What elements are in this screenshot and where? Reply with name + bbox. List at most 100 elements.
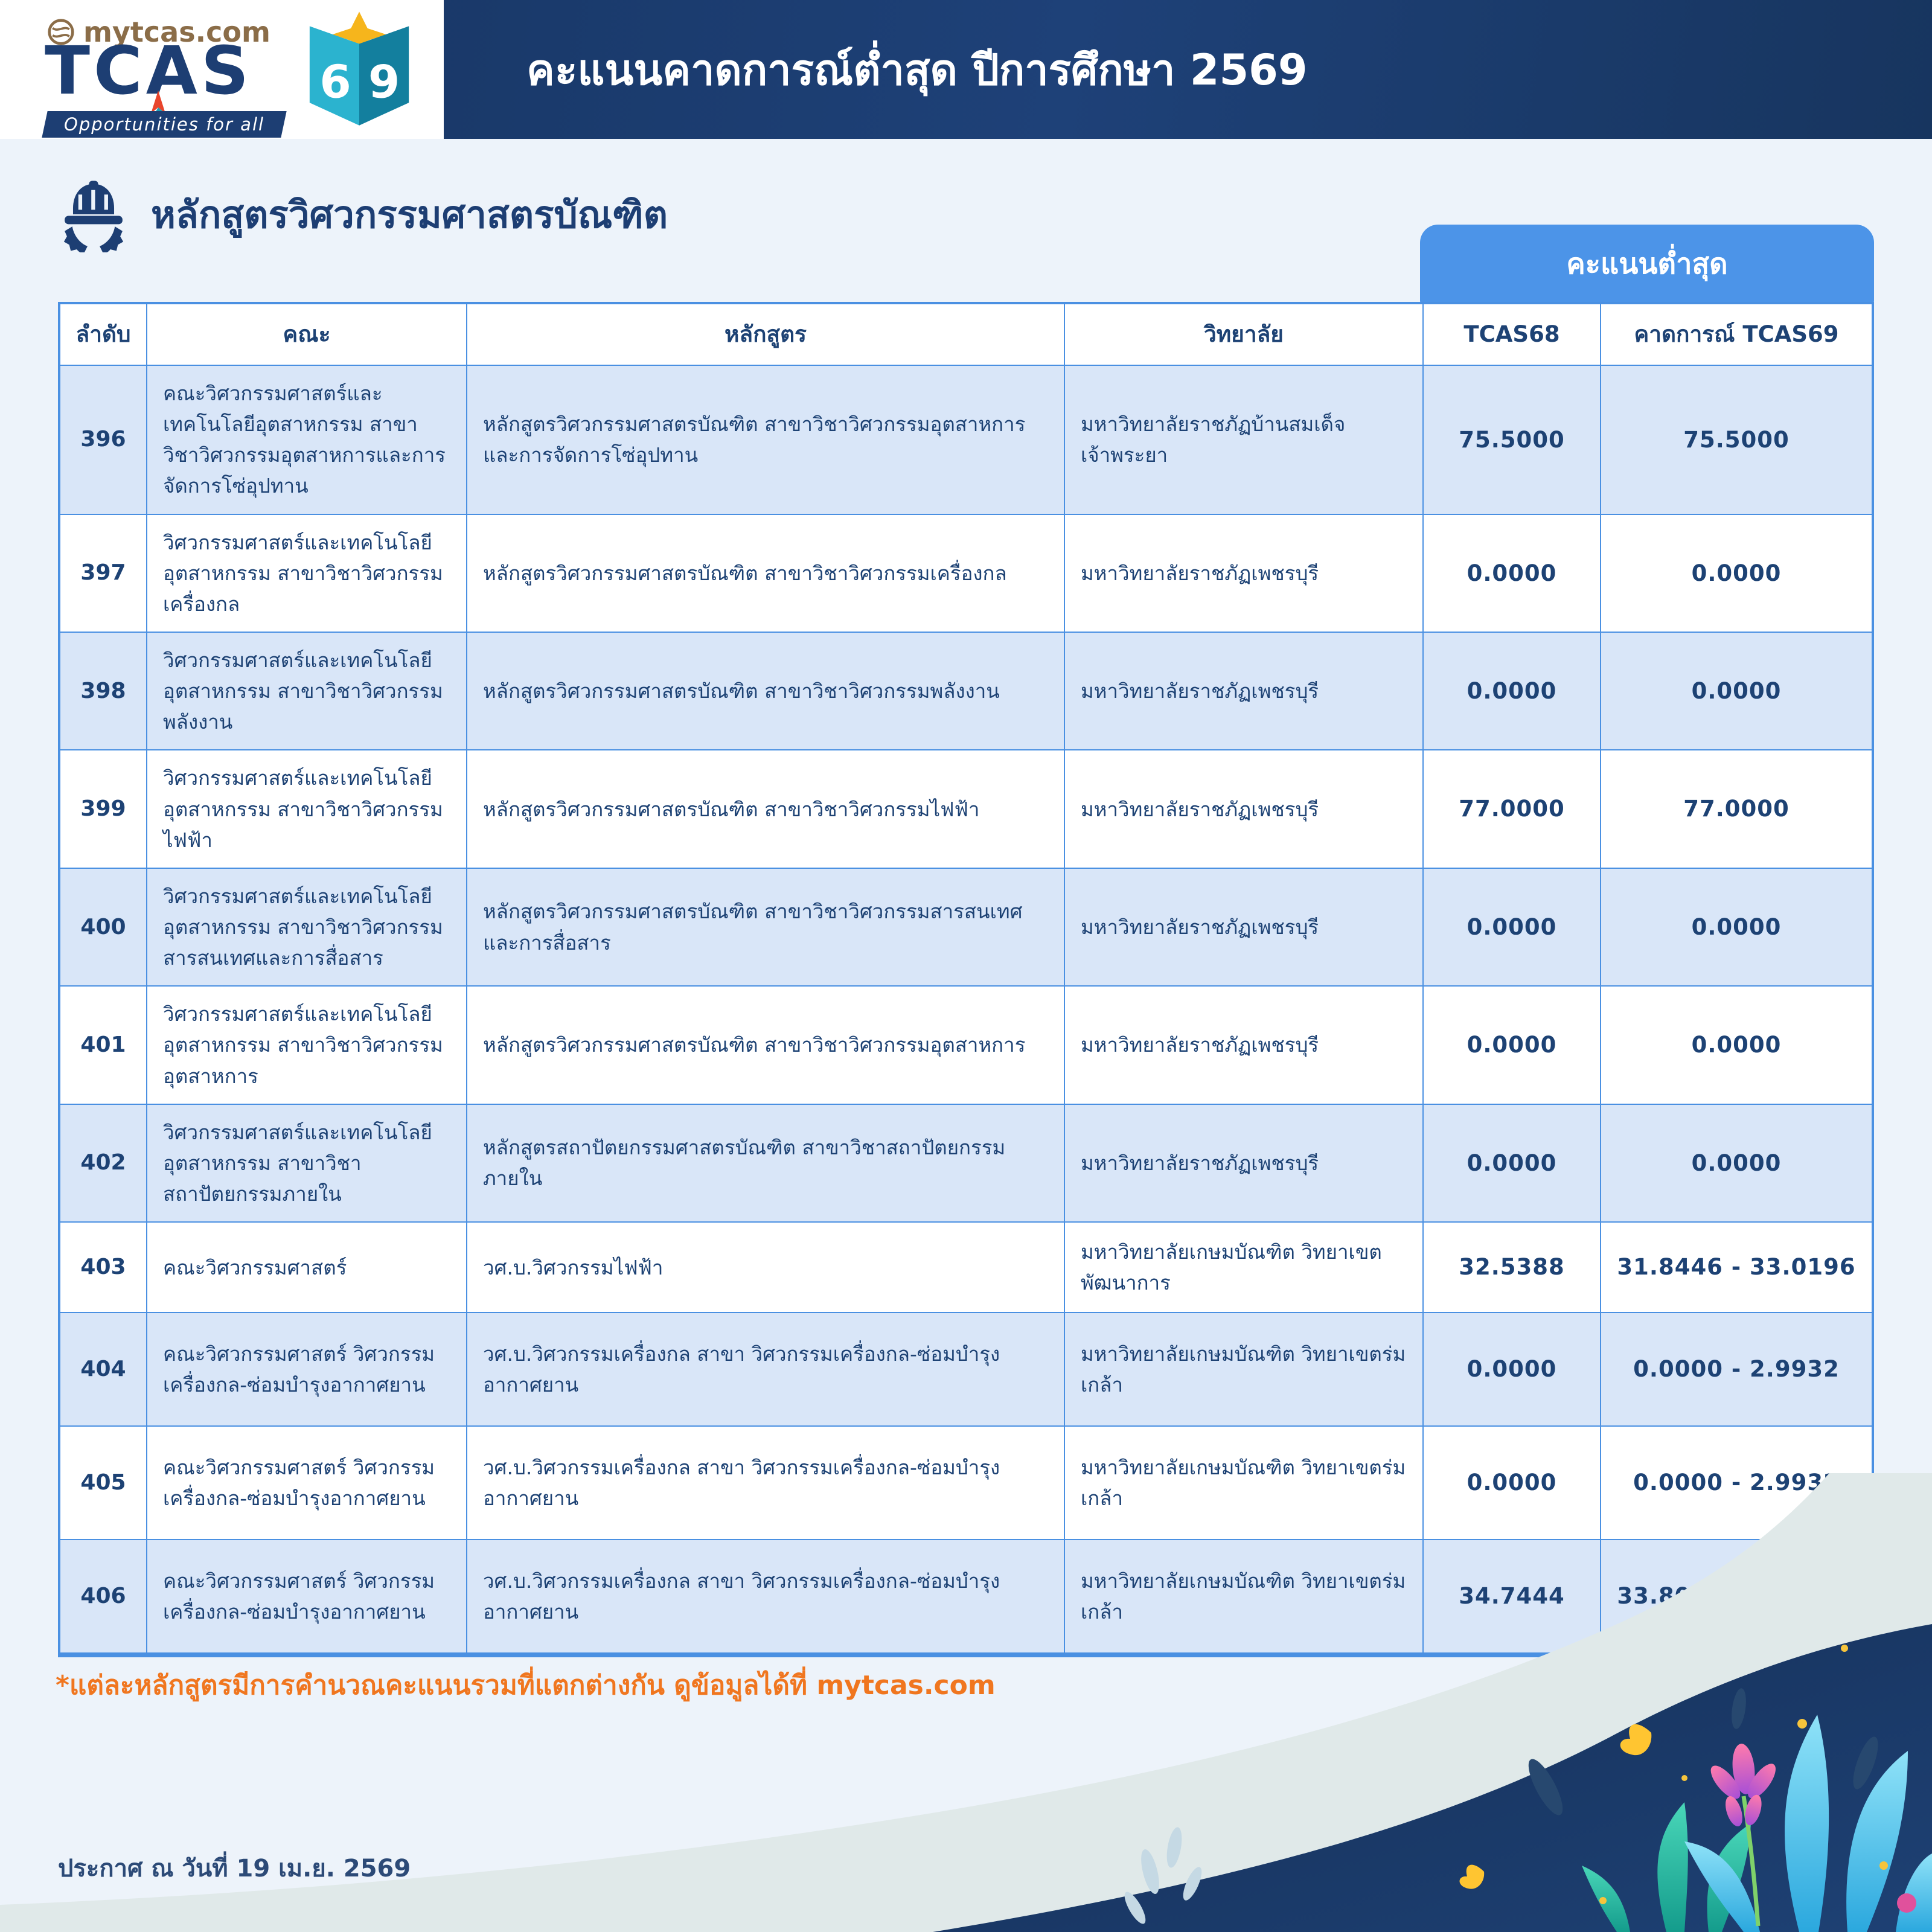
faculty-cell: วิศวกรรมศาสตร์และเทคโนโลยีอุตสาหกรรม สาข…	[146, 514, 466, 632]
faculty-cell: คณะวิศวกรรมศาสตร์	[146, 1223, 466, 1313]
faculty-cell: คณะวิศวกรรมศาสตร์ วิศวกรรมเครื่องกล-ซ่อม…	[146, 1313, 466, 1426]
footnote: *แต่ละหลักสูตรมีการคำนวณคะแนนรวมที่แตกต่…	[56, 1670, 996, 1701]
col-header-tcas69: คาดการณ์ TCAS69	[1600, 304, 1872, 365]
college-cell: มหาวิทยาลัยราชภัฏเพชรบุรี	[1064, 750, 1422, 868]
tcas68-score: 77.0000	[1422, 750, 1600, 868]
row-number: 402	[80, 1150, 126, 1176]
college-cell: มหาวิทยาลัยราชภัฏเพชรบุรี	[1064, 514, 1422, 632]
mytcas-site-row: mytcas.com	[47, 16, 270, 48]
tcas69-score: 0.0000 - 2.9932	[1600, 1427, 1872, 1540]
engineer-helmet-icon	[63, 181, 124, 252]
row-number: 397	[80, 560, 126, 586]
college-cell: มหาวิทยาลัยเกษมบัณฑิต วิทยาเขตร่มเกล้า	[1064, 1313, 1422, 1426]
row-number: 399	[80, 796, 126, 822]
tcas-tagline: Opportunities for all	[63, 114, 265, 135]
table-row: 403 คณะวิศวกรรมศาสตร์ วศ.บ.วิศวกรรมไฟฟ้า…	[60, 1221, 1872, 1313]
row-number: 401	[80, 1032, 126, 1058]
program-cell: วศ.บ.วิศวกรรมไฟฟ้า	[466, 1223, 1064, 1313]
college-cell: มหาวิทยาลัยราชภัฏบ้านสมเด็จเจ้าพระยา	[1064, 366, 1422, 514]
tcas69-score: 31.8446 - 33.0196	[1600, 1223, 1872, 1313]
faculty-cell: วิศวกรรมศาสตร์และเทคโนโลยีอุตสาหกรรม สาข…	[146, 750, 466, 868]
faculty-cell: วิศวกรรมศาสตร์และเทคโนโลยีอุตสาหกรรม สาข…	[146, 1104, 466, 1222]
col-header-program: หลักสูตร	[466, 304, 1064, 365]
tcas69-score: 77.0000	[1600, 750, 1872, 868]
faculty-cell: คณะวิศวกรรมศาสตร์และเทคโนโลยีอุตสาหกรรม …	[146, 366, 466, 514]
tcas68-score: 32.5388	[1422, 1223, 1600, 1313]
table-row: 399 วิศวกรรมศาสตร์และเทคโนโลยีอุตสาหกรรม…	[60, 749, 1872, 868]
row-number: 405	[80, 1470, 126, 1495]
tcas68-score: 0.0000	[1422, 1427, 1600, 1540]
tcas68-score: 0.0000	[1422, 868, 1600, 986]
mytcas-globe-icon	[48, 19, 74, 45]
faculty-cell: คณะวิศวกรรมศาสตร์ วิศวกรรมเครื่องกล-ซ่อม…	[146, 1540, 466, 1653]
svg-text:9: 9	[368, 56, 400, 109]
page-title: คะแนนคาดการณ์ต่ำสุด ปีการศึกษา 2569	[526, 45, 1308, 95]
tcas68-score: 34.7444	[1422, 1540, 1600, 1653]
program-cell: หลักสูตรสถาปัตยกรรมศาสตรบัณฑิต สาขาวิชาส…	[466, 1104, 1064, 1222]
program-cell: หลักสูตรวิศวกรรมศาสตรบัณฑิต สาขาวิชาวิศว…	[466, 868, 1064, 986]
table-row: 405 คณะวิศวกรรมศาสตร์ วิศวกรรมเครื่องกล-…	[60, 1425, 1872, 1540]
table-body: 396 คณะวิศวกรรมศาสตร์และเทคโนโลยีอุตสาหก…	[60, 365, 1872, 1653]
score-table: ลำดับ คณะ หลักสูตร วิทยาลัย TCAS68 คาดกา…	[58, 302, 1874, 1658]
program-cell: หลักสูตรวิศวกรรมศาสตรบัณฑิต สาขาวิชาวิศว…	[466, 987, 1064, 1104]
row-number: 398	[80, 678, 126, 703]
college-cell: มหาวิทยาลัยราชภัฏเพชรบุรี	[1064, 1104, 1422, 1222]
faculty-cell: วิศวกรรมศาสตร์และเทคโนโลยีอุตสาหกรรม สาข…	[146, 632, 466, 750]
table-header: ลำดับ คณะ หลักสูตร วิทยาลัย TCAS68 คาดกา…	[60, 304, 1872, 365]
tcas69-score: 0.0000	[1600, 987, 1872, 1104]
college-cell: มหาวิทยาลัยราชภัฏเพชรบุรี	[1064, 987, 1422, 1104]
college-cell: มหาวิทยาลัยราชภัฏเพชรบุรี	[1064, 632, 1422, 750]
row-number: 404	[80, 1357, 126, 1382]
tcas68-score: 0.0000	[1422, 514, 1600, 632]
col-header-tcas68: TCAS68	[1422, 304, 1600, 365]
tcas69-score: 0.0000	[1600, 514, 1872, 632]
col-header-faculty: คณะ	[146, 304, 466, 365]
table-row: 406 คณะวิศวกรรมศาสตร์ วิศวกรรมเครื่องกล-…	[60, 1539, 1872, 1653]
faculty-cell: คณะวิศวกรรมศาสตร์ วิศวกรรมเครื่องกล-ซ่อม…	[146, 1427, 466, 1540]
tcas-tagline-banner: Opportunities for all	[42, 111, 287, 138]
row-number: 406	[80, 1584, 126, 1609]
program-cell: หลักสูตรวิศวกรรมศาสตรบัณฑิต สาขาวิชาวิศว…	[466, 632, 1064, 750]
tcas68-score: 0.0000	[1422, 1104, 1600, 1222]
table-header-row: ลำดับ คณะ หลักสูตร วิทยาลัย TCAS68 คาดกา…	[60, 304, 1872, 365]
tcas68-score: 0.0000	[1422, 632, 1600, 750]
college-cell: มหาวิทยาลัยเกษมบัณฑิต วิทยาเขตพัฒนาการ	[1064, 1223, 1422, 1313]
tcas69-score: 0.0000	[1600, 868, 1872, 986]
min-score-group-header: คะแนนต่ำสุด	[1420, 225, 1874, 308]
svg-text:6: 6	[319, 56, 351, 109]
table-row: 402 วิศวกรรมศาสตร์และเทคโนโลยีอุตสาหกรรม…	[60, 1103, 1872, 1222]
faculty-cell: วิศวกรรมศาสตร์และเทคโนโลยีอุตสาหกรรม สาข…	[146, 868, 466, 986]
tcas69-score: 75.5000	[1600, 366, 1872, 514]
col-header-no: ลำดับ	[75, 321, 131, 348]
program-cell: วศ.บ.วิศวกรรมเครื่องกล สาขา วิศวกรรมเครื…	[466, 1540, 1064, 1653]
table-row: 396 คณะวิศวกรรมศาสตร์และเทคโนโลยีอุตสาหก…	[60, 365, 1872, 514]
program-cell: หลักสูตรวิศวกรรมศาสตรบัณฑิต สาขาวิชาวิศว…	[466, 366, 1064, 514]
college-cell: มหาวิทยาลัยเกษมบัณฑิต วิทยาเขตร่มเกล้า	[1064, 1540, 1422, 1653]
table-row: 398 วิศวกรรมศาสตร์และเทคโนโลยีอุตสาหกรรม…	[60, 631, 1872, 750]
program-cell: วศ.บ.วิศวกรรมเครื่องกล สาขา วิศวกรรมเครื…	[466, 1313, 1064, 1426]
tcas69-score: 0.0000	[1600, 632, 1872, 750]
publish-date: ประกาศ ณ วันที่ 19 เม.ย. 2569	[58, 1855, 411, 1882]
program-cell: วศ.บ.วิศวกรรมเครื่องกล สาขา วิศวกรรมเครื…	[466, 1427, 1064, 1540]
program-cell: หลักสูตรวิศวกรรมศาสตรบัณฑิต สาขาวิชาวิศว…	[466, 514, 1064, 632]
tcas68-score: 0.0000	[1422, 987, 1600, 1104]
tcas69-score: 33.8002 - 35.2252	[1600, 1540, 1872, 1653]
table-row: 401 วิศวกรรมศาสตร์และเทคโนโลยีอุตสาหกรรม…	[60, 985, 1872, 1104]
row-number: 403	[80, 1255, 126, 1280]
faculty-cell: วิศวกรรมศาสตร์และเทคโนโลยีอุตสาหกรรม สาข…	[146, 987, 466, 1104]
college-cell: มหาวิทยาลัยเกษมบัณฑิต วิทยาเขตร่มเกล้า	[1064, 1427, 1422, 1540]
row-number: 400	[80, 914, 126, 939]
tcas69-badge-icon: 6 9	[309, 11, 409, 126]
college-cell: มหาวิทยาลัยราชภัฏเพชรบุรี	[1064, 868, 1422, 986]
mytcas-site-label: mytcas.com	[83, 16, 270, 48]
tcas68-score: 75.5000	[1422, 366, 1600, 514]
table-row: 400 วิศวกรรมศาสตร์และเทคโนโลยีอุตสาหกรรม…	[60, 867, 1872, 986]
tcas69-score: 0.0000	[1600, 1104, 1872, 1222]
program-cell: หลักสูตรวิศวกรรมศาสตรบัณฑิต สาขาวิชาวิศว…	[466, 750, 1064, 868]
row-number: 396	[80, 427, 126, 452]
tcas68-score: 0.0000	[1422, 1313, 1600, 1426]
tcas-wordmark: TCAS	[45, 32, 253, 109]
tcas69-score: 0.0000 - 2.9932	[1600, 1313, 1872, 1426]
section-title: หลักสูตรวิศวกรรมศาสตรบัณฑิต	[151, 193, 668, 237]
table-row: 404 คณะวิศวกรรมศาสตร์ วิศวกรรมเครื่องกล-…	[60, 1312, 1872, 1426]
